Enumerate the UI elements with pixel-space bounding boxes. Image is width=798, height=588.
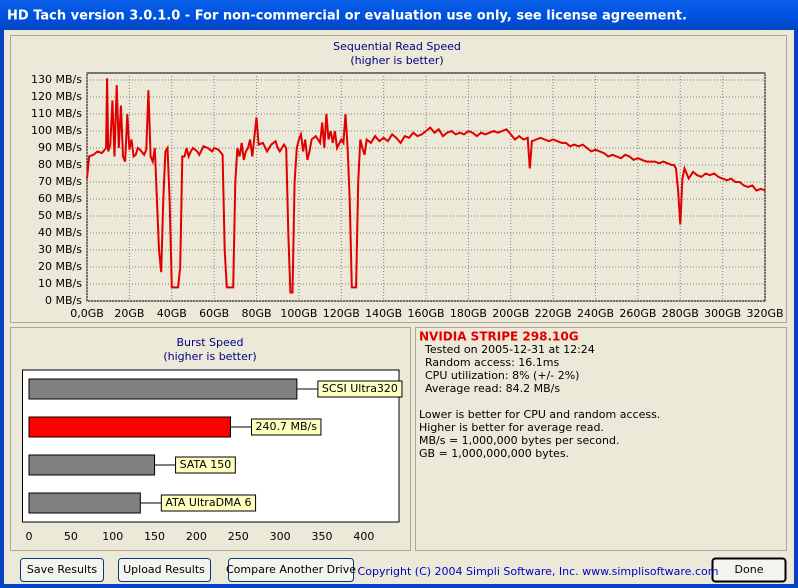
drive-name: NVIDIA STRIPE 298.10G bbox=[419, 330, 579, 344]
y-tick-label: 130 MB/s bbox=[31, 73, 82, 86]
x-tick-label: 350 bbox=[311, 530, 332, 543]
y-tick-label: 90 MB/s bbox=[38, 141, 82, 154]
bar bbox=[28, 492, 141, 514]
info-panel bbox=[415, 327, 787, 551]
info-line: Average read: 84.2 MB/s bbox=[425, 382, 560, 395]
note-line: Higher is better for average read. bbox=[419, 421, 604, 434]
y-tick-label: 120 MB/s bbox=[31, 90, 82, 103]
button-label[interactable]: Upload Results bbox=[123, 563, 205, 576]
x-tick-label: 120GB bbox=[323, 307, 360, 320]
x-tick-label: 220GB bbox=[535, 307, 572, 320]
bar bbox=[28, 454, 156, 476]
bar-label: SCSI Ultra320 bbox=[322, 382, 398, 395]
x-tick-label: 80GB bbox=[241, 307, 271, 320]
x-tick-label: 280GB bbox=[662, 307, 699, 320]
x-tick-label: 200GB bbox=[492, 307, 529, 320]
x-tick-label: 0,0GB bbox=[70, 307, 104, 320]
x-tick-label: 0 bbox=[26, 530, 33, 543]
x-tick-label: 300 bbox=[270, 530, 291, 543]
button-label[interactable]: Done bbox=[735, 563, 764, 576]
y-tick-label: 20 MB/s bbox=[38, 260, 82, 273]
note-line: GB = 1,000,000,000 bytes. bbox=[419, 447, 569, 460]
callout-box bbox=[175, 456, 236, 474]
x-tick-label: 400 bbox=[353, 530, 374, 543]
info-line: Random access: 16.1ms bbox=[425, 356, 560, 369]
y-tick-label: 0 MB/s bbox=[45, 294, 82, 307]
x-tick-label: 260GB bbox=[619, 307, 656, 320]
note-line: MB/s = 1,000,000 bytes per second. bbox=[419, 434, 619, 447]
y-tick-label: 100 MB/s bbox=[31, 124, 82, 137]
y-tick-label: 70 MB/s bbox=[38, 175, 82, 188]
callout-box bbox=[160, 494, 257, 512]
y-tick-label: 40 MB/s bbox=[38, 226, 82, 239]
x-tick-label: 320GB bbox=[746, 307, 783, 320]
x-tick-label: 100 bbox=[102, 530, 123, 543]
button-label[interactable]: Save Results bbox=[27, 563, 97, 576]
y-tick-label: 50 MB/s bbox=[38, 209, 82, 222]
x-tick-label: 20GB bbox=[114, 307, 144, 320]
x-tick-label: 140GB bbox=[365, 307, 402, 320]
x-tick-label: 60GB bbox=[199, 307, 229, 320]
x-tick-label: 50 bbox=[64, 530, 78, 543]
read-speed-line bbox=[86, 78, 766, 294]
button[interactable] bbox=[20, 558, 104, 582]
bar-label: ATA UltraDMA 6 bbox=[165, 496, 251, 509]
chart-title: Sequential Read Speed bbox=[333, 40, 461, 53]
y-tick-label: 60 MB/s bbox=[38, 192, 82, 205]
window-title: HD Tach version 3.0.1.0 - For non-commer… bbox=[7, 9, 687, 24]
button[interactable] bbox=[711, 557, 787, 583]
bar-label: SATA 150 bbox=[180, 458, 232, 471]
x-tick-label: 250 bbox=[228, 530, 249, 543]
info-line: CPU utilization: 8% (+/- 2%) bbox=[425, 369, 579, 382]
y-tick-label: 110 MB/s bbox=[31, 107, 82, 120]
callout-box bbox=[317, 380, 403, 398]
chart-subtitle: (higher is better) bbox=[350, 54, 443, 67]
bar-label: 240.7 MB/s bbox=[255, 420, 317, 433]
button[interactable] bbox=[118, 558, 211, 582]
x-tick-label: 100GB bbox=[280, 307, 317, 320]
x-tick-label: 160GB bbox=[407, 307, 444, 320]
x-tick-label: 200 bbox=[186, 530, 207, 543]
info-line: Tested on 2005-12-31 at 12:24 bbox=[424, 343, 595, 356]
chart-subtitle: (higher is better) bbox=[163, 350, 256, 363]
x-tick-label: 240GB bbox=[577, 307, 614, 320]
button-label[interactable]: Compare Another Drive bbox=[226, 563, 356, 576]
bar bbox=[28, 416, 231, 438]
button[interactable] bbox=[228, 558, 354, 582]
y-tick-label: 30 MB/s bbox=[38, 243, 82, 256]
note-line: Lower is better for CPU and random acces… bbox=[419, 408, 660, 421]
y-tick-label: 80 MB/s bbox=[38, 158, 82, 171]
x-tick-label: 300GB bbox=[704, 307, 741, 320]
x-tick-label: 180GB bbox=[450, 307, 487, 320]
x-tick-label: 40GB bbox=[157, 307, 187, 320]
callout-box bbox=[250, 418, 322, 436]
bar bbox=[28, 378, 298, 400]
read-panel bbox=[10, 35, 787, 323]
y-tick-label: 10 MB/s bbox=[38, 277, 82, 290]
copyright-link[interactable]: Copyright (C) 2004 Simpli Software, Inc.… bbox=[358, 565, 719, 578]
chart-title: Burst Speed bbox=[176, 336, 243, 349]
x-tick-label: 150 bbox=[144, 530, 165, 543]
title-bar bbox=[0, 0, 798, 30]
